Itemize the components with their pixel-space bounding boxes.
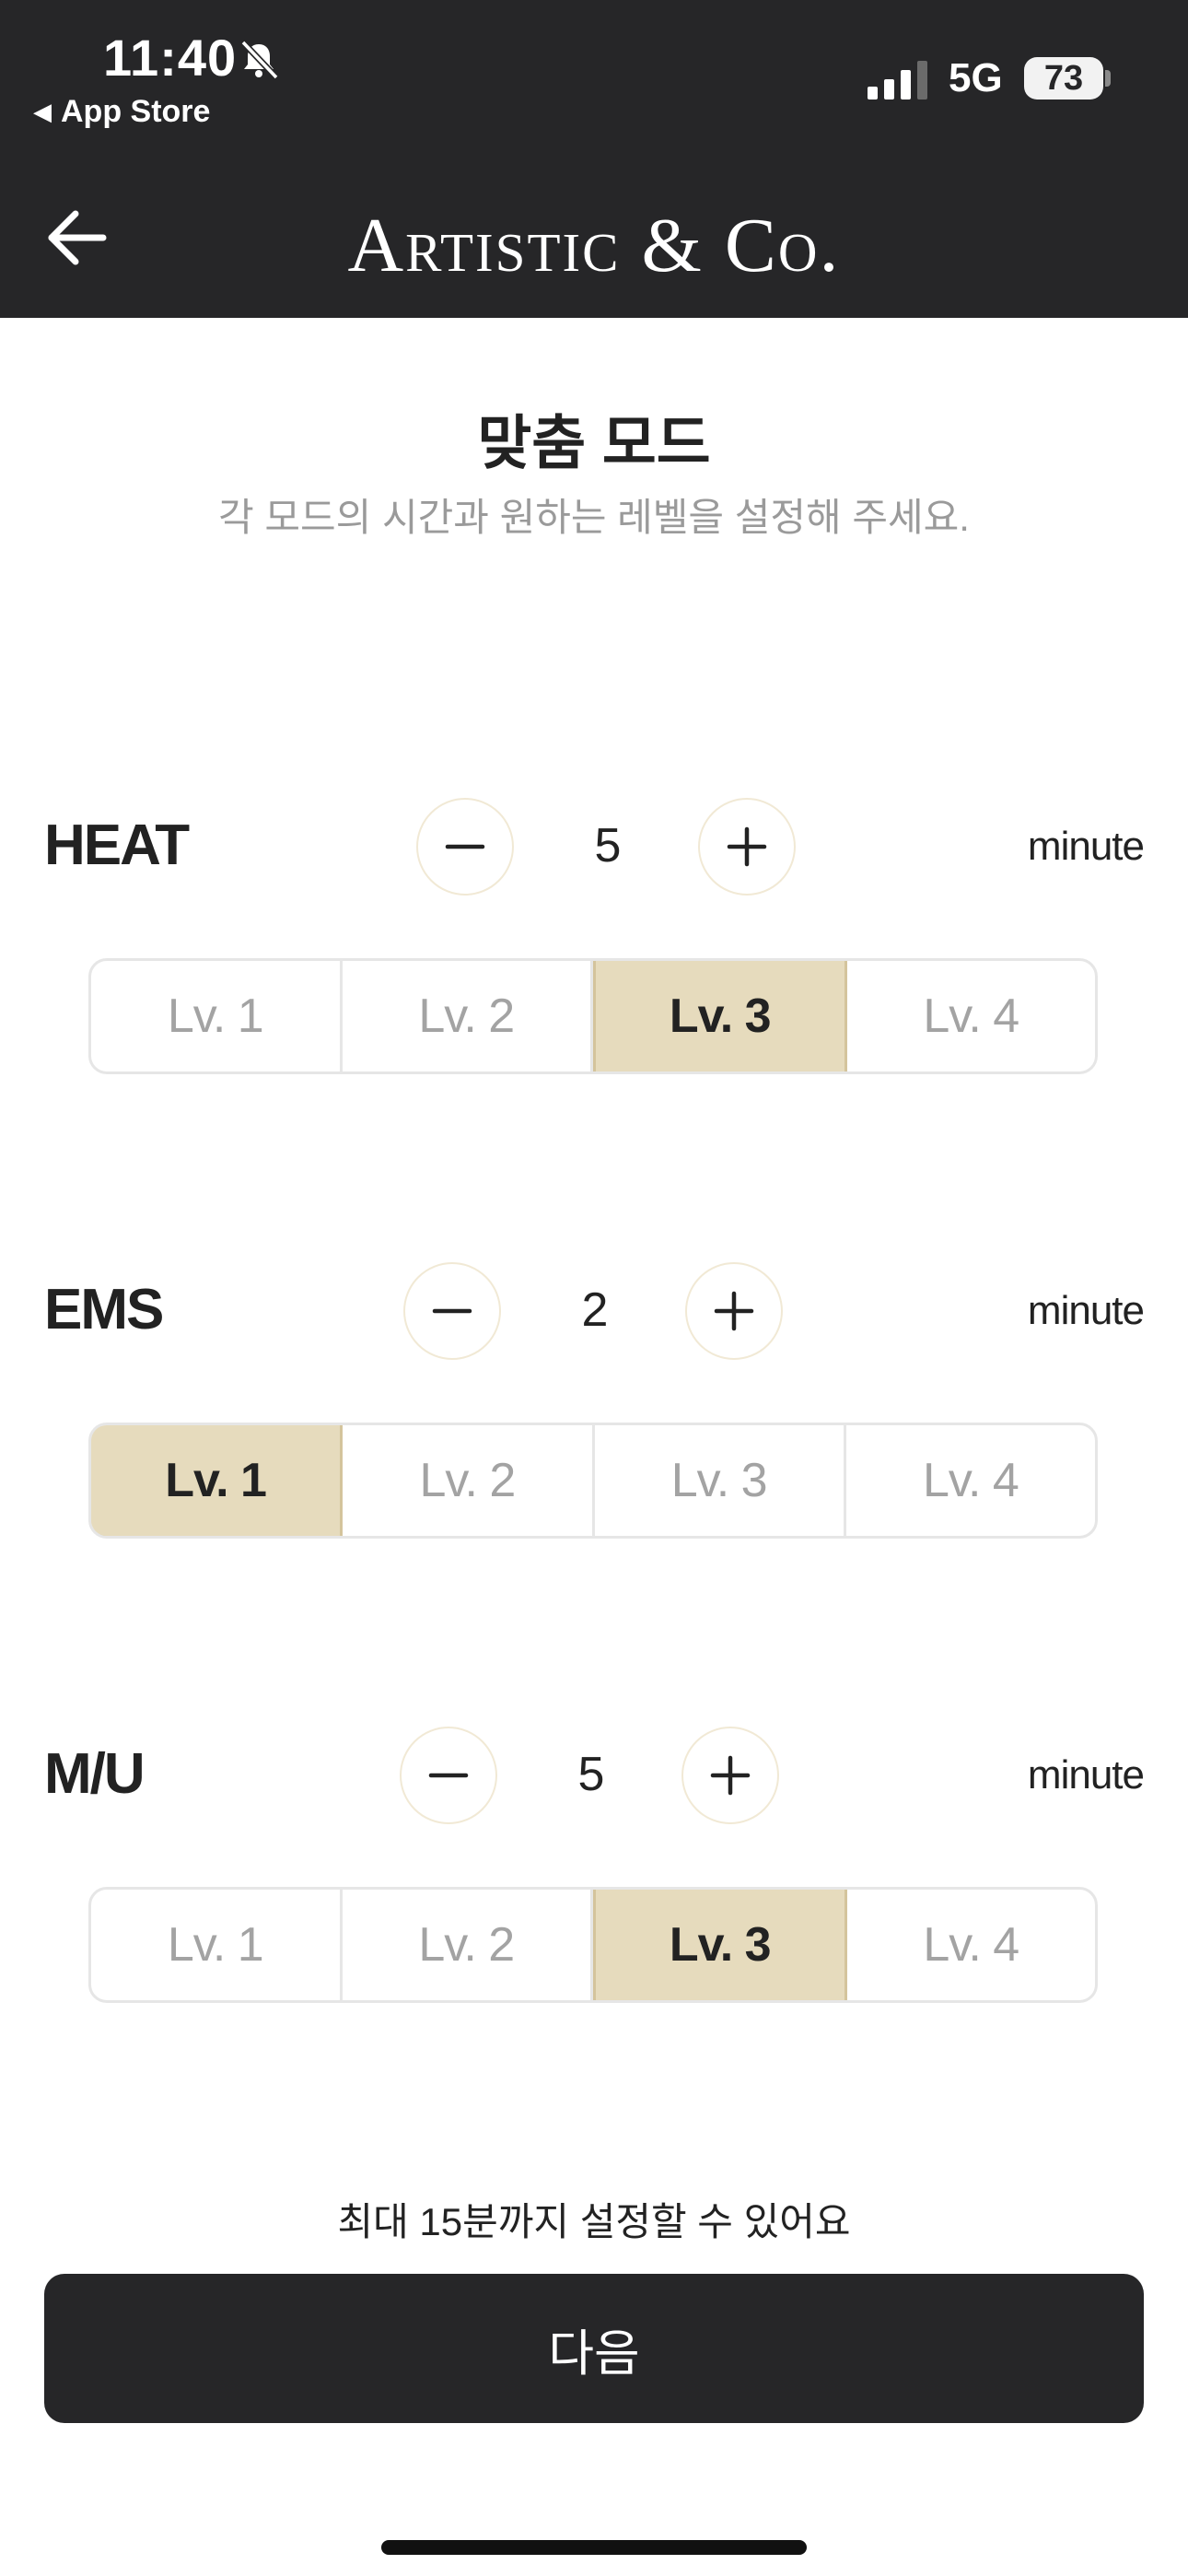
battery-tip [1105, 70, 1111, 87]
ems-decrement-button[interactable] [403, 1262, 501, 1360]
mu-level-1[interactable]: Lv. 1 [91, 1890, 343, 2000]
ems-level-2[interactable]: Lv. 2 [343, 1425, 595, 1536]
next-button[interactable]: 다음 [44, 2274, 1144, 2423]
ems-level-3[interactable]: Lv. 3 [595, 1425, 846, 1536]
heat-level-4[interactable]: Lv. 4 [923, 989, 1019, 1043]
back-triangle-icon: ◀ [33, 98, 52, 125]
minus-icon [428, 1773, 469, 1778]
signal-icon [868, 61, 927, 100]
status-time: 11:40 [103, 29, 238, 87]
app-header: 11:40 ◀ App Store 5G 73 Artistic & Co. [0, 0, 1188, 318]
home-indicator[interactable] [381, 2540, 807, 2555]
bell-slash-icon [240, 40, 279, 80]
plus-icon [727, 826, 767, 867]
mu-unit-label: minute [1027, 1752, 1145, 1797]
back-to-app-store[interactable]: ◀ App Store [33, 94, 210, 130]
network-type: 5G [949, 55, 1003, 100]
mu-increment-button[interactable] [681, 1727, 779, 1824]
ems-level-4[interactable]: Lv. 4 [922, 1454, 1019, 1507]
heat-increment-button[interactable] [698, 798, 796, 896]
mu-level-3[interactable]: Lv. 3 [593, 1890, 847, 2000]
ems-increment-button[interactable] [685, 1262, 783, 1360]
heat-level-selector: Lv. 1 Lv. 2 Lv. 3 Lv. 4 [88, 958, 1098, 1074]
ems-level-selector: Lv. 1 Lv. 2 Lv. 3 Lv. 4 [88, 1423, 1098, 1539]
back-app-label: App Store [61, 94, 211, 129]
mu-level-2[interactable]: Lv. 2 [343, 1890, 593, 2000]
minus-icon [432, 1308, 472, 1314]
page-title: 맞춤 모드 [477, 410, 711, 476]
heat-minutes-value: 5 [594, 819, 622, 872]
heat-unit-label: minute [1027, 824, 1145, 869]
page-subtitle: 각 모드의 시간과 원하는 레벨을 설정해 주세요. [218, 496, 970, 539]
ems-level-1[interactable]: Lv. 1 [91, 1425, 344, 1536]
arrow-left-icon[interactable] [44, 205, 111, 271]
mode-label-ems: EMS [44, 1278, 164, 1341]
max-time-note: 최대 15분까지 설정할 수 있어요 [337, 2200, 851, 2243]
ems-unit-label: minute [1027, 1288, 1145, 1333]
heat-level-2[interactable]: Lv. 2 [343, 961, 593, 1071]
heat-level-1[interactable]: Lv. 1 [91, 961, 343, 1071]
plus-icon [714, 1291, 754, 1331]
mu-level-4[interactable]: Lv. 4 [923, 1918, 1019, 1972]
minus-icon [445, 844, 485, 849]
mode-label-mu: M/U [44, 1742, 146, 1806]
mu-minutes-value: 5 [577, 1748, 605, 1801]
mu-decrement-button[interactable] [400, 1727, 497, 1824]
plus-icon [710, 1755, 751, 1796]
mode-label-heat: HEAT [44, 814, 190, 877]
battery-level: 73 [1024, 57, 1103, 100]
heat-level-3[interactable]: Lv. 3 [593, 961, 847, 1071]
brand-logo: Artistic & Co. [347, 203, 841, 288]
ems-minutes-value: 2 [581, 1283, 609, 1337]
heat-decrement-button[interactable] [416, 798, 514, 896]
mu-level-selector: Lv. 1 Lv. 2 Lv. 3 Lv. 4 [88, 1887, 1098, 2003]
